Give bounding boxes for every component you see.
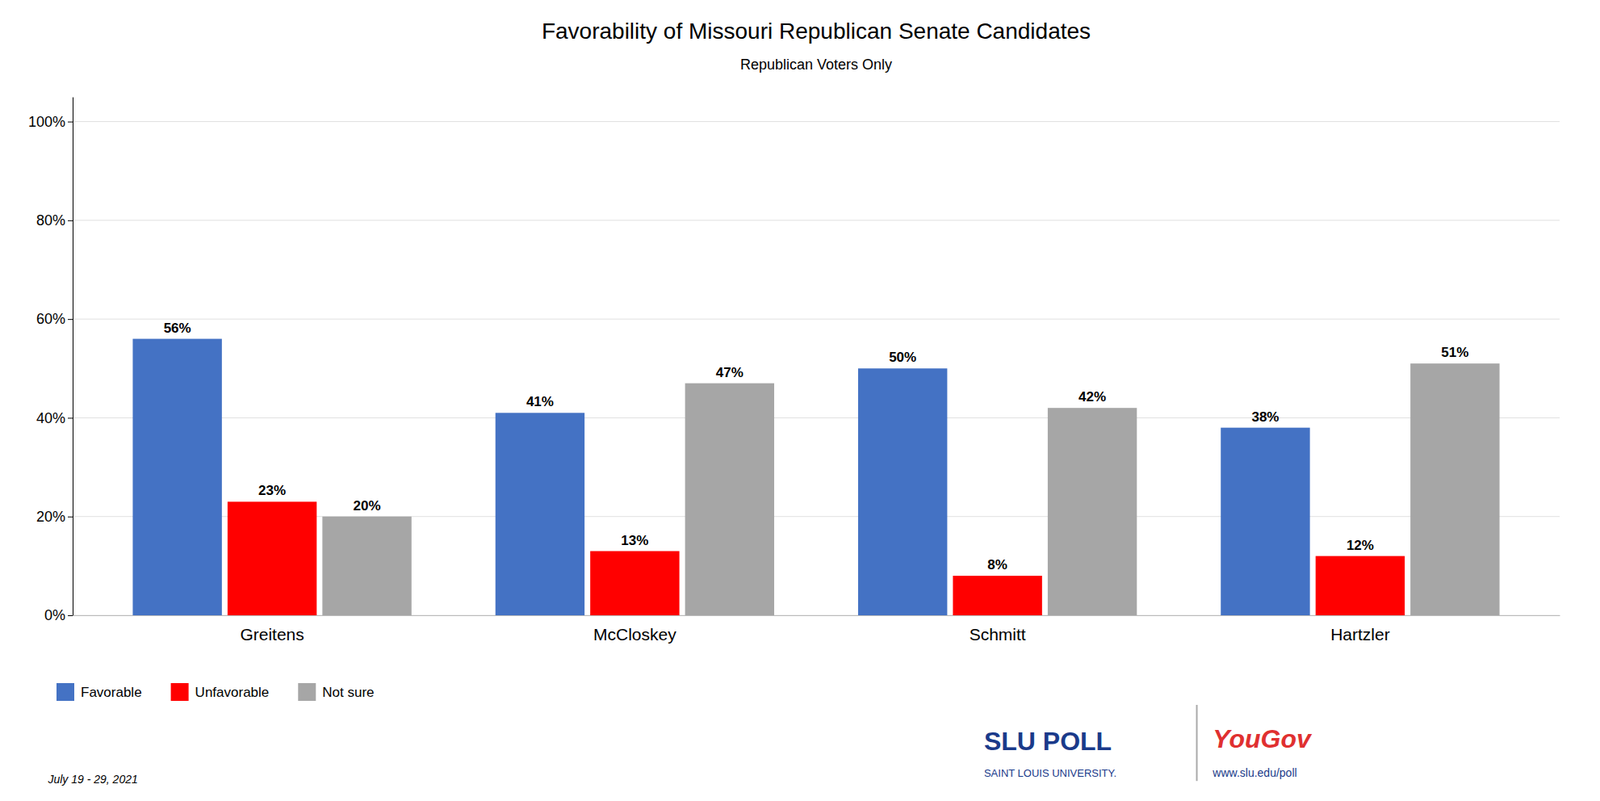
bar [227, 501, 317, 616]
legend-swatch [56, 682, 75, 701]
grid-line [72, 219, 1560, 221]
bar [590, 551, 679, 616]
logo-text: YouGov [1212, 724, 1313, 754]
x-tick-label: Hartzler [1330, 624, 1391, 644]
y-tick: 80% [36, 212, 73, 229]
legend-item: Not sure [297, 682, 374, 701]
legend-label: Not sure [322, 684, 374, 700]
x-tick-label: Greitens [239, 624, 304, 644]
footer: July 19 - 29, 2021 SLU POLL SAINT LOUIS UN… [46, 704, 1313, 786]
legend-item: Favorable [56, 682, 143, 701]
bar-series [322, 363, 1500, 616]
bar [1410, 363, 1500, 616]
bar [858, 368, 947, 616]
y-tick-label: 20% [36, 508, 66, 525]
date-note: July 19 - 29, 2021 [46, 772, 138, 786]
y-tick-mark [67, 318, 73, 320]
y-tick-label: 100% [28, 113, 66, 130]
plot: 56% 41% 50% 38% 23% 13% 8% 12% 20% 47% 42% 51% 0% 20%… [28, 97, 1561, 644]
y-tick: 20% [36, 508, 73, 525]
y-tick-label: 0% [44, 607, 66, 624]
x-tick: Greitens [239, 624, 304, 644]
bar [1315, 556, 1405, 616]
grid-line [72, 121, 1560, 122]
bar [495, 412, 585, 616]
legend-label: Favorable [80, 684, 143, 700]
y-tick: 60% [36, 310, 73, 327]
logo-text: SLU POLL [984, 726, 1112, 756]
y-tick-label: 40% [36, 410, 66, 427]
x-tick: Schmitt [969, 624, 1027, 644]
data-label: 47% [716, 364, 744, 381]
legend: Favorable Unfavorable Not sure [56, 682, 375, 701]
x-tick: McCloskey [593, 624, 677, 644]
data-label: 23% [258, 482, 286, 499]
title: Favorability of Missouri Republican Sena… [541, 18, 1091, 44]
y-tick: 100% [28, 113, 73, 130]
logo-subtext: SAINT LOUIS UNIVERSITY. [984, 766, 1117, 780]
data-labels: 56% 41% 50% 38% 23% 13% 8% 12% 20% 47% 42% 51% [163, 320, 1470, 573]
bar-series [132, 339, 1310, 616]
legend-label: Unfavorable [195, 684, 270, 700]
y-tick-mark [67, 121, 73, 123]
bar [952, 575, 1042, 616]
y-tick-mark [67, 516, 73, 518]
y-tick-mark [67, 220, 73, 222]
data-label: 38% [1251, 409, 1279, 425]
data-label: 13% [620, 532, 649, 549]
data-label: 20% [353, 498, 382, 514]
url-text: www.slu.edu/poll [1211, 766, 1297, 780]
y-axis-line [72, 97, 74, 616]
data-label: 12% [1346, 537, 1374, 553]
bar [322, 516, 411, 616]
data-label: 41% [526, 393, 554, 410]
data-label: 51% [1440, 344, 1469, 361]
subtitle: Republican Voters Only [740, 56, 893, 73]
bar [685, 383, 775, 616]
x-axis-line [73, 615, 1561, 616]
y-tick-mark [67, 417, 73, 419]
bar [132, 339, 222, 616]
legend-item: Unfavorable [171, 682, 270, 701]
bars [132, 339, 1500, 616]
bar-series [227, 501, 1405, 616]
y-tick-label: 60% [36, 310, 66, 327]
legend-swatch [171, 682, 189, 701]
legend-swatch [297, 682, 316, 701]
grid [72, 121, 1560, 616]
y-tick: 40% [36, 410, 73, 427]
bar [1220, 427, 1310, 616]
y-tick-mark [67, 615, 73, 616]
x-tick-label: Schmitt [969, 624, 1027, 644]
data-label: 56% [163, 320, 192, 336]
data-label: 8% [987, 557, 1008, 573]
y-axis: 0% 20% 40% 60% 80% 100% [28, 97, 74, 625]
y-tick-label: 80% [36, 212, 66, 229]
x-axis: Greitens McCloskey Schmitt Hartzler [73, 615, 1561, 644]
separator [1196, 704, 1198, 781]
x-tick: Hartzler [1330, 624, 1391, 644]
chart: Favorability of Missouri Republican Sena… [0, 0, 1600, 801]
data-label: 42% [1078, 389, 1106, 405]
grid-line [72, 417, 1560, 419]
x-tick-label: McCloskey [593, 624, 677, 644]
bar [1047, 407, 1137, 616]
grid-line [72, 318, 1560, 320]
data-label: 50% [888, 349, 917, 365]
y-tick: 0% [44, 607, 73, 624]
